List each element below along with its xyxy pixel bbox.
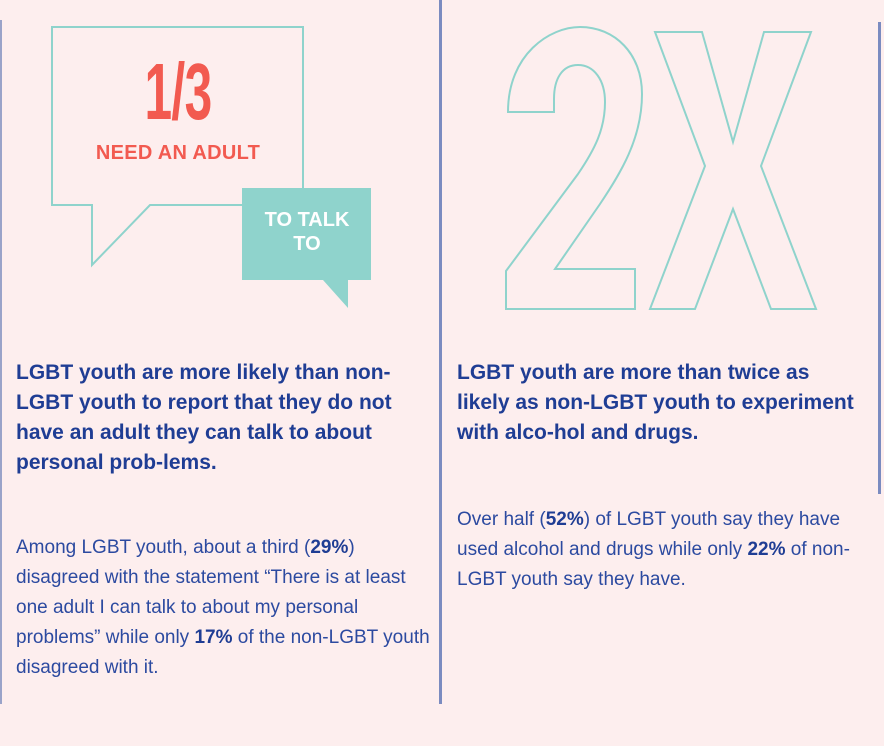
fraction-label: NEED AN ADULT: [95, 142, 261, 164]
body-text-segment: Among LGBT youth, about a third (: [16, 537, 311, 558]
two-x-outline-graphic: [505, 25, 818, 310]
filled-speech-bubble-icon: [242, 188, 371, 308]
right-headline: LGBT youth are more than twice as likely…: [457, 361, 854, 444]
left-border-rule: [0, 20, 2, 704]
left-body-text: Among LGBT youth, about a third (29%) di…: [16, 533, 434, 683]
body-text-segment: ) disagreed with the statement “There is…: [16, 537, 406, 648]
non-lgbt-stat: 17%: [194, 627, 233, 648]
body-text-segment: ) of LGBT youth say they have used alcoh…: [457, 509, 841, 560]
column-divider: [439, 0, 442, 704]
right-body-text: Over half (52%) of LGBT youth say they h…: [457, 505, 857, 595]
lgbt-stat: 52%: [545, 509, 584, 530]
speech-bubble-graphic: [51, 26, 371, 308]
outline-speech-bubble-icon: [51, 26, 304, 268]
fraction-stat: 1/3: [144, 47, 212, 136]
digit-two-outline-icon: [505, 25, 644, 310]
to-line: TO: [293, 233, 321, 255]
non-lgbt-stat: 22%: [747, 539, 786, 560]
left-headline: LGBT youth are more likely than non-LGBT…: [16, 361, 392, 474]
right-border-rule: [878, 22, 881, 494]
body-text-segment: of non-LGBT youth say they have.: [457, 539, 850, 590]
to-talk-line: TO TALK: [264, 209, 350, 231]
lgbt-stat: 29%: [310, 537, 349, 558]
body-text-segment: Over half (: [457, 509, 546, 530]
to-talk-to-label: TO TALK TO: [242, 208, 372, 256]
letter-x-outline-icon: [648, 31, 818, 310]
body-text-segment: of the non-LGBT youth disagreed with it.: [16, 627, 430, 678]
